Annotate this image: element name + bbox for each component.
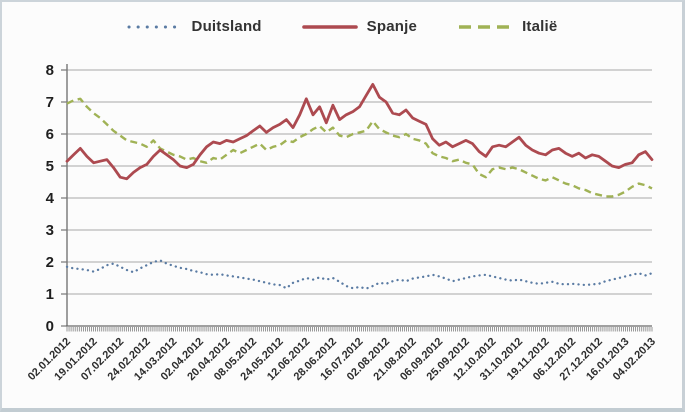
- chart-legend: Duitsland Spanje Italië: [2, 18, 682, 35]
- svg-text:7: 7: [46, 94, 54, 111]
- series-itali: [66, 97, 653, 198]
- svg-text:1: 1: [46, 286, 54, 303]
- svg-text:5: 5: [46, 158, 54, 175]
- gridlines: [67, 69, 652, 295]
- italie-dashed-line-icon: [459, 24, 512, 29]
- y-axis-labels: 0 1 2 3 4 5 6 7 8: [46, 62, 55, 335]
- x-axis-labels: 02.01.201219.01.201207.02.201224.02.2012…: [26, 336, 658, 383]
- x-axis-minor-ticks: [66, 327, 653, 332]
- y-axis-ticks: [61, 69, 67, 327]
- svg-text:6: 6: [46, 126, 54, 143]
- legend-item-italie: Italië: [457, 18, 557, 35]
- legend-label-spanje: Spanje: [366, 18, 418, 35]
- series-spanje: [65, 83, 654, 181]
- duitsland-dotted-line-icon: [127, 25, 183, 28]
- svg-text:2: 2: [46, 254, 54, 271]
- legend-label-duitsland: Duitsland: [191, 18, 262, 35]
- svg-text:0: 0: [46, 318, 54, 335]
- legend-label-italie: Italië: [522, 18, 558, 35]
- svg-text:3: 3: [46, 222, 54, 239]
- legend-item-duitsland: Duitsland: [127, 18, 262, 35]
- legend-item-spanje: Spanje: [301, 18, 418, 35]
- spanje-solid-line-icon: [301, 24, 358, 29]
- series-duitsland: [65, 259, 654, 290]
- svg-text:4: 4: [46, 190, 55, 207]
- svg-text:8: 8: [46, 62, 54, 79]
